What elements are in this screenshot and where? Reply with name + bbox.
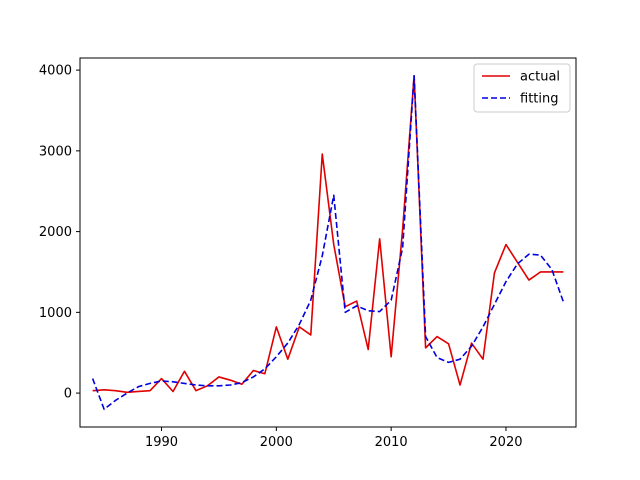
data-point-fitting: [91, 377, 94, 380]
data-point-fitting: [149, 382, 152, 385]
data-point-fitting: [114, 399, 117, 402]
data-point-fitting: [194, 384, 197, 387]
x-tick-label: 2000: [260, 435, 293, 450]
data-point-actual: [390, 355, 393, 358]
data-point-fitting: [562, 300, 565, 303]
series-layer: [91, 74, 565, 411]
data-point-actual: [504, 243, 507, 246]
data-point-actual: [252, 369, 255, 372]
data-point-actual: [424, 346, 427, 349]
y-tick-label: 2000: [39, 225, 72, 240]
data-point-fitting: [413, 74, 416, 77]
data-point-actual: [275, 325, 278, 328]
data-point-fitting: [344, 311, 347, 314]
data-point-fitting: [447, 361, 450, 364]
data-point-fitting: [459, 358, 462, 361]
data-point-fitting: [286, 342, 289, 345]
data-point-actual: [172, 390, 175, 393]
data-point-actual: [217, 375, 220, 378]
plot-area: [79, 57, 577, 428]
series-fitting: [91, 74, 565, 411]
y-tick-label: 3000: [39, 144, 72, 159]
data-point-actual: [91, 389, 94, 392]
data-point-actual: [332, 243, 335, 246]
data-point-fitting: [183, 382, 186, 385]
data-point-fitting: [275, 355, 278, 358]
x-tick-label: 1990: [145, 435, 178, 450]
data-point-actual: [309, 333, 312, 336]
legend-label-actual: actual: [520, 70, 560, 85]
data-point-fitting: [126, 392, 129, 395]
data-point-fitting: [229, 384, 232, 387]
data-point-fitting: [527, 253, 530, 256]
data-point-actual: [482, 358, 485, 361]
data-point-fitting: [539, 254, 542, 257]
data-point-fitting: [424, 335, 427, 338]
data-point-fitting: [103, 408, 106, 411]
data-point-fitting: [493, 303, 496, 306]
y-tick-label: 0: [64, 387, 72, 402]
data-point-actual: [493, 271, 496, 274]
data-point-fitting: [550, 268, 553, 271]
data-point-actual: [527, 279, 530, 282]
x-tick-label: 2010: [375, 435, 408, 450]
data-point-actual: [321, 153, 324, 156]
data-point-fitting: [355, 304, 358, 307]
y-tick-label: 1000: [39, 306, 72, 321]
data-point-actual: [137, 390, 140, 393]
plot-frame: [79, 57, 577, 428]
data-point-fitting: [367, 309, 370, 312]
y-axis: 0 1000 2000 3000 4000: [39, 64, 80, 402]
data-point-fitting: [206, 384, 209, 387]
data-point-actual: [183, 370, 186, 373]
data-point-fitting: [516, 262, 519, 265]
data-point-fitting: [309, 299, 312, 302]
data-point-actual: [562, 270, 565, 273]
data-point-actual: [470, 342, 473, 345]
data-point-fitting: [217, 384, 220, 387]
data-point-actual: [378, 237, 381, 240]
data-point-fitting: [160, 379, 163, 382]
data-point-actual: [539, 270, 542, 273]
data-point-fitting: [390, 299, 393, 302]
data-point-actual: [355, 300, 358, 303]
y-tick-label: 4000: [39, 64, 72, 79]
x-tick-label: 2020: [489, 435, 522, 450]
data-point-fitting: [436, 356, 439, 359]
data-point-actual: [263, 372, 266, 375]
data-point-actual: [447, 342, 450, 345]
data-point-actual: [114, 389, 117, 392]
series-line-actual: [92, 74, 564, 394]
legend: actual fitting: [473, 63, 571, 113]
data-point-fitting: [504, 280, 507, 283]
data-point-fitting: [172, 380, 175, 383]
data-point-fitting: [252, 375, 255, 378]
data-point-actual: [367, 348, 370, 351]
data-point-fitting: [263, 367, 266, 370]
data-point-fitting: [401, 246, 404, 249]
data-point-fitting: [137, 385, 140, 388]
x-axis: 1990 2000 2010 2020: [145, 427, 523, 450]
data-point-actual: [103, 388, 106, 391]
data-point-actual: [149, 389, 152, 392]
series-line-fitting: [91, 74, 565, 411]
data-point-fitting: [321, 254, 324, 257]
data-point-actual: [229, 379, 232, 382]
data-point-actual: [436, 335, 439, 338]
data-point-fitting: [470, 345, 473, 348]
data-point-fitting: [240, 381, 243, 384]
data-point-fitting: [298, 323, 301, 326]
data-point-fitting: [332, 194, 335, 197]
legend-label-fitting: fitting: [520, 92, 559, 107]
data-point-fitting: [378, 310, 381, 313]
data-point-actual: [194, 389, 197, 392]
series-actual: [91, 74, 565, 394]
data-point-actual: [459, 384, 462, 387]
data-point-fitting: [482, 325, 485, 328]
data-point-actual: [286, 358, 289, 361]
